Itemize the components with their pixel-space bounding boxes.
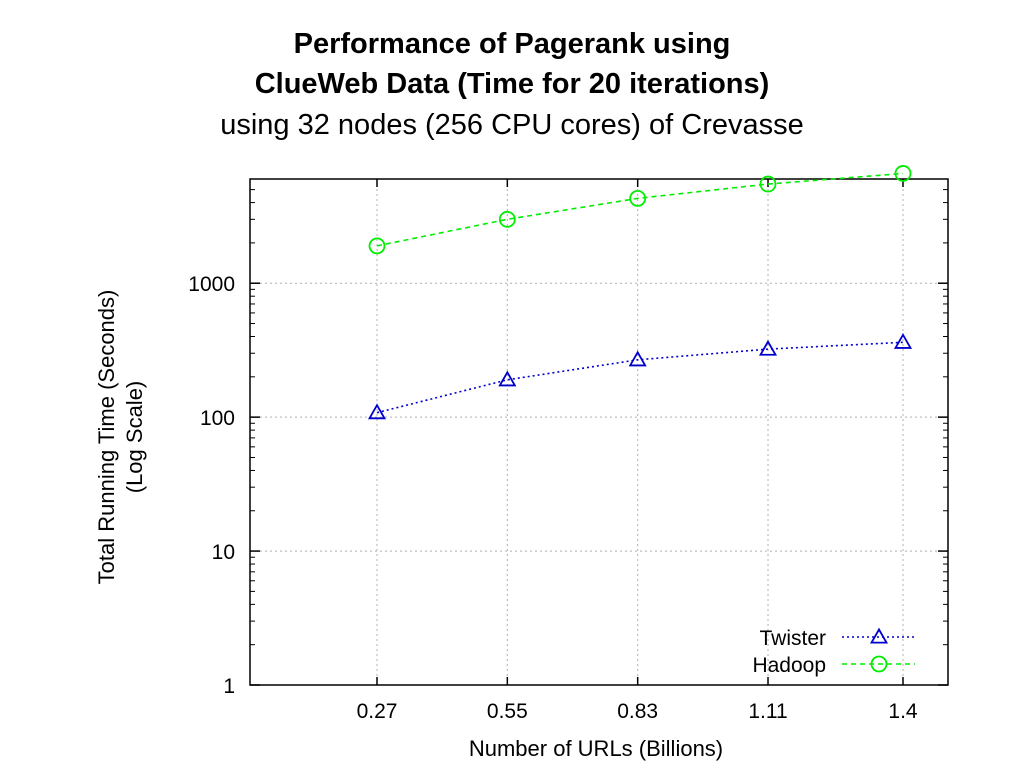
y-tick-label: 10 [212, 541, 235, 564]
data-point-twister [628, 350, 647, 367]
data-point-twister [498, 370, 517, 387]
series-line-hadoop [376, 172, 904, 247]
legend-label-twister: Twister [759, 627, 826, 650]
chart-title-line-2: ClueWeb Data (Time for 20 iterations) [254, 68, 770, 100]
legend-marker-twister [869, 627, 889, 644]
y-tick-label: 1 [223, 675, 235, 698]
legend-marker-hadoop [870, 655, 888, 673]
chart-title-line-1: Performance of Pagerank using [293, 28, 731, 60]
x-tick-label: 1.11 [748, 700, 787, 723]
y-tick-label: 100 [200, 407, 235, 430]
data-point-hadoop [498, 210, 516, 228]
series-hadoop [368, 165, 912, 255]
x-tick-label: 0.55 [487, 700, 528, 723]
data-point-twister [367, 403, 387, 420]
data-point-hadoop [894, 165, 912, 182]
data-point-twister [758, 339, 778, 356]
data-point-twister [893, 333, 913, 349]
data-point-hadoop [629, 189, 647, 207]
y-axis-label-line-2: (Log Scale) [122, 381, 147, 494]
series-line-twister [376, 341, 904, 414]
y-tick-label: 1000 [188, 273, 235, 296]
x-axis-label: Number of URLs (Billions) [469, 736, 723, 761]
x-tick-label: 0.83 [617, 700, 658, 723]
series-layer [367, 165, 913, 420]
chart-subtitle: using 32 nodes (256 CPU cores) of Crevas… [220, 109, 804, 141]
data-point-hadoop [368, 237, 386, 255]
series-twister [367, 333, 913, 420]
plot-frame [249, 178, 949, 686]
axis-ticks: 0.27 0.55 0.83 1.11 1.4 1 10 100 1000 [188, 178, 948, 723]
data-point-hadoop [759, 175, 777, 193]
x-tick-label: 0.27 [357, 700, 398, 723]
legend: Twister Hadoop [752, 627, 915, 677]
x-tick-label: 1.4 [888, 700, 918, 723]
y-axis-label-line-1: Total Running Time (Seconds) [94, 290, 119, 585]
legend-label-hadoop: Hadoop [752, 654, 826, 677]
grid-lines [250, 179, 948, 685]
